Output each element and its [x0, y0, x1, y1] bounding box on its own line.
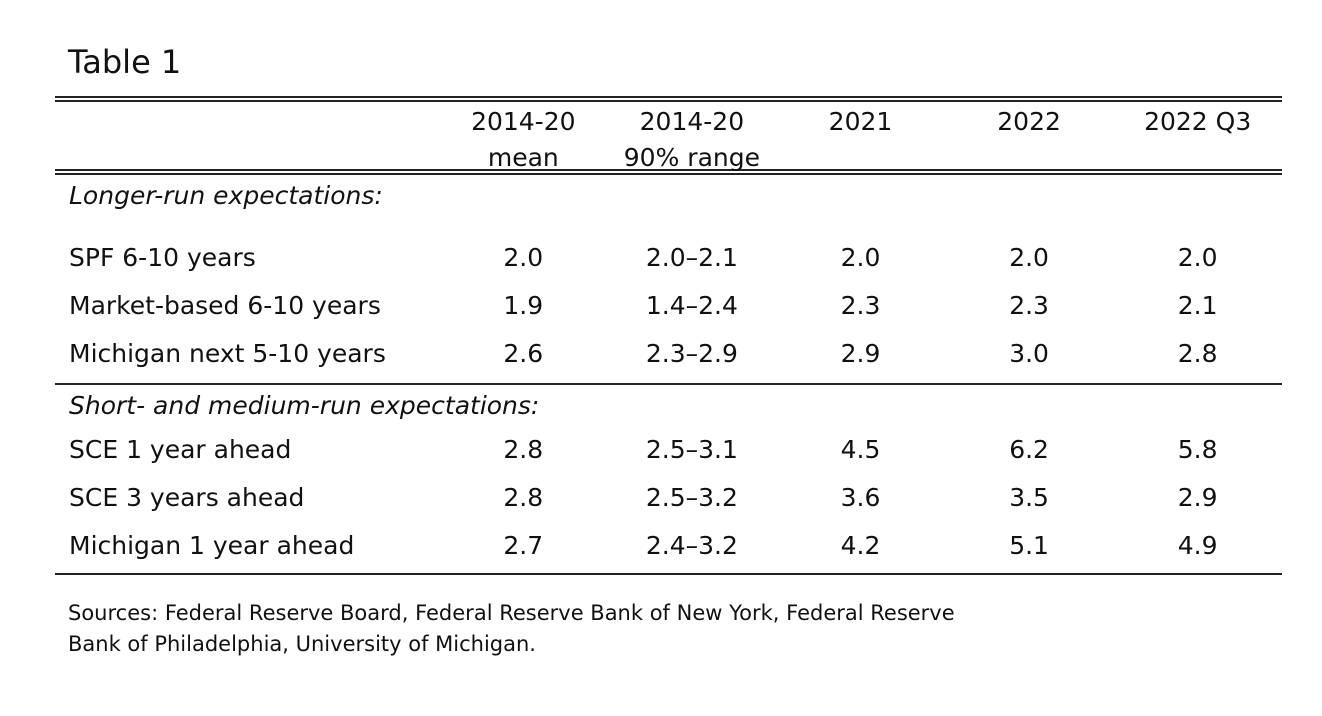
column-header: 2014-20 mean	[439, 102, 608, 172]
table-cell: 2.8	[503, 434, 544, 464]
table-cell: 4.2	[840, 530, 881, 560]
column-header: 2022	[945, 102, 1114, 169]
table-row: SCE 3 years ahead 2.8 2.5–3.2 3.6 3.5 2.…	[55, 473, 1282, 521]
sources-note: Sources: Federal Reserve Board, Federal …	[68, 601, 955, 656]
table-cell: 2.1	[1177, 290, 1218, 320]
table-row: SPF 6-10 years 2.0 2.0–2.1 2.0 2.0 2.0	[55, 233, 1282, 281]
column-header: 2022 Q3	[1113, 102, 1282, 169]
table-cell: 4.5	[840, 434, 881, 464]
table-cell: 2.5–3.2	[645, 482, 738, 512]
column-header-line1: 2014-20	[639, 107, 745, 136]
table-cell: 2.9	[840, 338, 881, 368]
row-label: Michigan 1 year ahead	[69, 530, 355, 560]
table-cell: 2.0	[840, 242, 881, 272]
table-cell: 2.8	[1177, 338, 1218, 368]
column-header-line2: 90% range	[623, 143, 760, 172]
table-cell: 3.0	[1009, 338, 1049, 368]
table-title: Table 1	[68, 43, 182, 81]
bottom-rule	[55, 573, 1282, 575]
row-label: SCE 1 year ahead	[69, 434, 292, 464]
table-cell: 2.7	[503, 530, 544, 560]
column-header: 2021	[776, 102, 945, 169]
table-cell: 2.3	[840, 290, 881, 320]
column-header-line2: mean	[487, 143, 559, 172]
row-label: Market-based 6-10 years	[69, 290, 381, 320]
table-cell: 2.6	[503, 338, 544, 368]
table-row: Michigan next 5-10 years 2.6 2.3–2.9 2.9…	[55, 329, 1282, 377]
table-cell: 2.8	[503, 482, 544, 512]
table-row: SCE 1 year ahead 2.8 2.5–3.1 4.5 6.2 5.8	[55, 425, 1282, 473]
top-double-rule	[55, 96, 1282, 102]
section-divider-rule	[55, 383, 1282, 385]
header-label-cell	[55, 102, 439, 169]
table-cell: 2.0	[1009, 242, 1049, 272]
table-cell: 2.9	[1177, 482, 1218, 512]
table-cell: 2.5–3.1	[645, 434, 738, 464]
header-row: 2014-20 mean 2014-20 90% range 2021 2022…	[55, 102, 1282, 172]
table-cell: 2.4–3.2	[645, 530, 738, 560]
header-double-rule	[55, 169, 1282, 175]
table-cell: 2.0–2.1	[645, 242, 738, 272]
table-cell: 5.8	[1177, 434, 1218, 464]
table-cell: 3.6	[840, 482, 881, 512]
column-header: 2014-20 90% range	[608, 102, 777, 172]
table-cell: 6.2	[1009, 434, 1049, 464]
table-cell: 1.4–2.4	[645, 290, 738, 320]
table-row: Market-based 6-10 years 1.9 1.4–2.4 2.3 …	[55, 281, 1282, 329]
data-table: 2014-20 mean 2014-20 90% range 2021 2022…	[55, 96, 1282, 575]
column-header-line1: 2022 Q3	[1144, 107, 1252, 136]
column-header-line1: 2022	[997, 107, 1061, 136]
section-heading: Longer-run expectations:	[69, 180, 383, 210]
section-heading: Short- and medium-run expectations:	[69, 390, 540, 420]
table-cell: 2.3	[1009, 290, 1049, 320]
table-cell: 2.0	[503, 242, 544, 272]
row-label: Michigan next 5-10 years	[69, 338, 386, 368]
row-label: SCE 3 years ahead	[69, 482, 305, 512]
table-cell: 1.9	[503, 290, 544, 320]
table-cell: 2.3–2.9	[645, 338, 738, 368]
table-cell: 5.1	[1009, 530, 1049, 560]
row-label: SPF 6-10 years	[69, 242, 256, 272]
column-header-line1: 2021	[828, 107, 893, 136]
table-cell: 4.9	[1177, 530, 1218, 560]
table-cell: 3.5	[1009, 482, 1049, 512]
table-cell: 2.0	[1177, 242, 1218, 272]
column-header-line1: 2014-20	[471, 107, 576, 136]
table-row: Michigan 1 year ahead 2.7 2.4–3.2 4.2 5.…	[55, 521, 1282, 569]
